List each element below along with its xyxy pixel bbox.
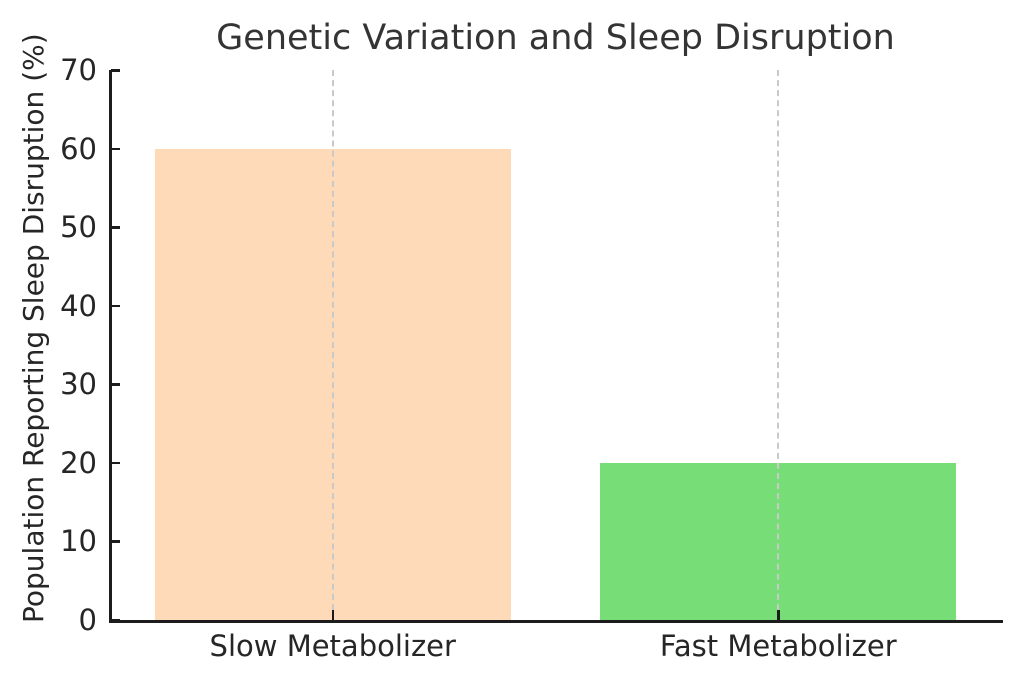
x-gridline bbox=[777, 70, 780, 620]
y-tick-label: 30 bbox=[60, 367, 97, 402]
x-tick-label: Slow Metabolizer bbox=[209, 629, 456, 663]
y-axis-spine bbox=[109, 70, 112, 623]
y-tick-label: 70 bbox=[60, 53, 97, 87]
x-gridline bbox=[331, 70, 334, 620]
y-tick bbox=[111, 540, 120, 543]
x-tick-label: Fast Metabolizer bbox=[659, 629, 897, 663]
y-tick bbox=[111, 147, 120, 151]
x-tick bbox=[777, 610, 780, 620]
y-tick-label: 60 bbox=[60, 131, 97, 166]
y-tick-label: 10 bbox=[60, 524, 97, 559]
y-tick-label: 0 bbox=[78, 603, 97, 637]
y-tick bbox=[111, 461, 120, 465]
y-tick bbox=[111, 383, 120, 386]
chart-title: Genetic Variation and Sleep Disruption bbox=[216, 18, 895, 58]
plot-area bbox=[110, 70, 1001, 620]
y-tick-label: 40 bbox=[60, 288, 97, 323]
y-tick-label: 20 bbox=[60, 445, 97, 480]
y-tick bbox=[111, 69, 120, 72]
y-tick bbox=[111, 226, 120, 229]
x-axis-spine bbox=[109, 620, 1003, 623]
y-tick bbox=[111, 619, 120, 622]
y-tick-label: 50 bbox=[60, 210, 97, 245]
y-tick bbox=[111, 304, 120, 308]
x-tick bbox=[331, 610, 335, 620]
